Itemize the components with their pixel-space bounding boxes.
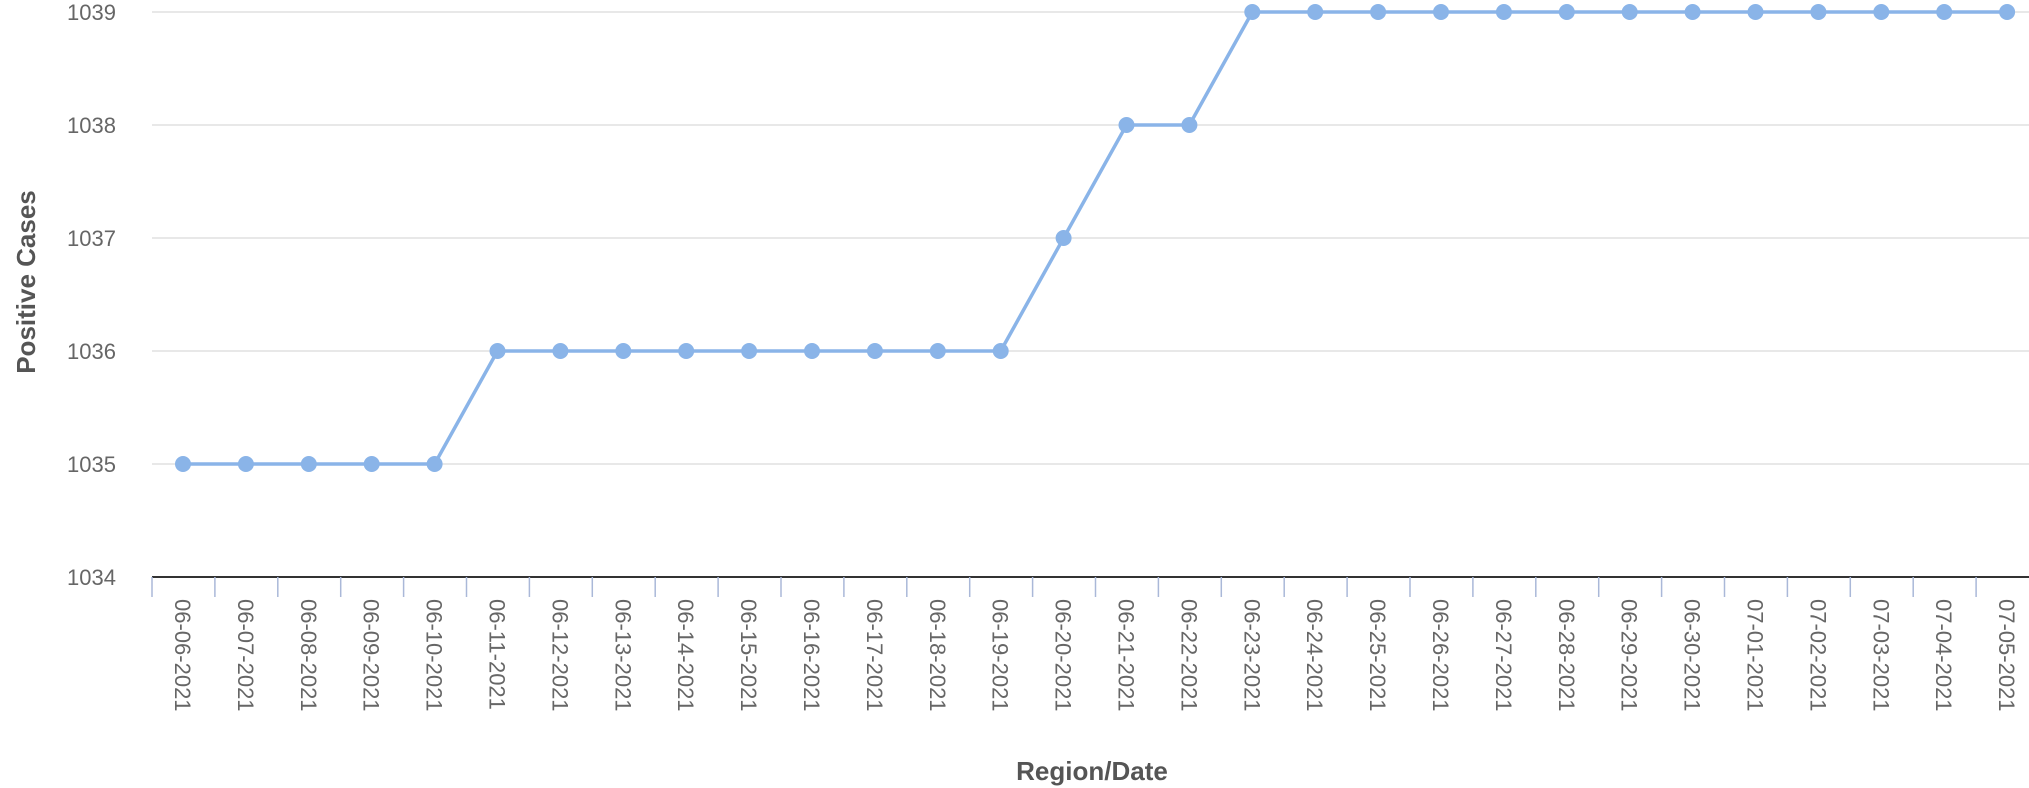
data-point xyxy=(1558,4,1575,20)
x-tick-label: 06-26-2021 xyxy=(1428,599,1453,712)
x-axis-ticks: 06-06-2021 06-07-2021 06-08-2021 06-09-2021… xyxy=(151,577,2019,712)
x-tick-label: 06-25-2021 xyxy=(1365,599,1390,712)
data-point xyxy=(1495,4,1512,20)
x-tick-label: 06-20-2021 xyxy=(1051,599,1076,712)
data-point xyxy=(426,456,443,472)
x-tick-label: 06-23-2021 xyxy=(1239,599,1264,712)
x-tick-label: 06-13-2021 xyxy=(610,599,635,712)
data-point xyxy=(1181,117,1198,133)
x-tick-label: 07-04-2021 xyxy=(1931,599,1956,712)
data-point xyxy=(929,343,946,359)
y-tick-label: 1037 xyxy=(67,226,116,251)
x-tick-label: 07-01-2021 xyxy=(1743,599,1768,712)
data-point xyxy=(1118,117,1135,133)
x-tick-label: 06-17-2021 xyxy=(862,599,887,712)
x-tick-label: 06-06-2021 xyxy=(170,599,195,712)
y-tick-label: 1038 xyxy=(67,113,116,138)
data-point xyxy=(175,456,191,472)
data-point xyxy=(1307,4,1324,20)
x-axis-title: Region/Date xyxy=(1016,756,1168,786)
x-tick-label: 06-29-2021 xyxy=(1617,599,1642,712)
x-tick-label: 07-02-2021 xyxy=(1805,599,1830,712)
data-point xyxy=(866,343,883,359)
x-tick-label: 06-12-2021 xyxy=(547,599,572,712)
data-point xyxy=(489,343,506,359)
x-tick-label: 06-30-2021 xyxy=(1680,599,1705,712)
data-point xyxy=(615,343,632,359)
grid-lines xyxy=(152,11,2029,465)
data-point xyxy=(1055,230,1072,246)
data-point xyxy=(992,343,1009,359)
y-axis-title: Positive Cases xyxy=(11,190,41,374)
data-point xyxy=(237,456,254,472)
x-tick-label: 06-14-2021 xyxy=(673,599,698,712)
data-point xyxy=(1999,4,2016,20)
data-point xyxy=(1433,4,1449,20)
data-point xyxy=(1747,4,1764,20)
x-tick-label: 07-05-2021 xyxy=(1994,599,2019,712)
y-tick-label: 1034 xyxy=(67,565,116,590)
x-tick-label: 06-09-2021 xyxy=(359,599,384,712)
x-tick-label: 06-28-2021 xyxy=(1554,599,1579,712)
x-tick-label: 06-11-2021 xyxy=(485,599,510,710)
data-point xyxy=(1370,4,1387,20)
x-tick-label: 06-15-2021 xyxy=(736,599,761,712)
data-point xyxy=(804,343,820,359)
x-tick-label: 06-27-2021 xyxy=(1491,599,1516,712)
y-tick-label: 1039 xyxy=(67,0,116,25)
x-tick-label: 06-22-2021 xyxy=(1176,599,1201,712)
series-line xyxy=(183,10,2008,466)
data-point xyxy=(1810,4,1827,20)
data-point xyxy=(1621,4,1638,20)
data-point xyxy=(1936,4,1953,20)
y-tick-label: 1035 xyxy=(67,452,116,477)
series-layer xyxy=(175,4,2016,472)
x-tick-label: 06-21-2021 xyxy=(1114,599,1139,712)
x-tick-label: 06-08-2021 xyxy=(296,599,321,712)
data-point xyxy=(1873,4,1890,20)
data-point xyxy=(363,456,380,472)
y-axis-ticks: 1034 1035 1036 1037 1038 1039 xyxy=(67,0,116,590)
data-point xyxy=(678,343,695,359)
x-tick-label: 06-10-2021 xyxy=(422,599,447,712)
x-tick-label: 06-19-2021 xyxy=(988,599,1013,712)
x-tick-label: 06-16-2021 xyxy=(799,599,824,712)
x-tick-label: 06-24-2021 xyxy=(1302,599,1327,712)
x-tick-label: 06-07-2021 xyxy=(233,599,258,712)
y-tick-label: 1036 xyxy=(67,339,116,364)
data-point xyxy=(552,343,569,359)
x-tick-label: 06-18-2021 xyxy=(925,599,950,712)
data-point xyxy=(1244,4,1261,20)
data-point xyxy=(300,456,317,472)
data-point xyxy=(741,343,758,359)
x-tick-label: 07-03-2021 xyxy=(1868,599,1893,712)
data-point xyxy=(1684,4,1701,20)
